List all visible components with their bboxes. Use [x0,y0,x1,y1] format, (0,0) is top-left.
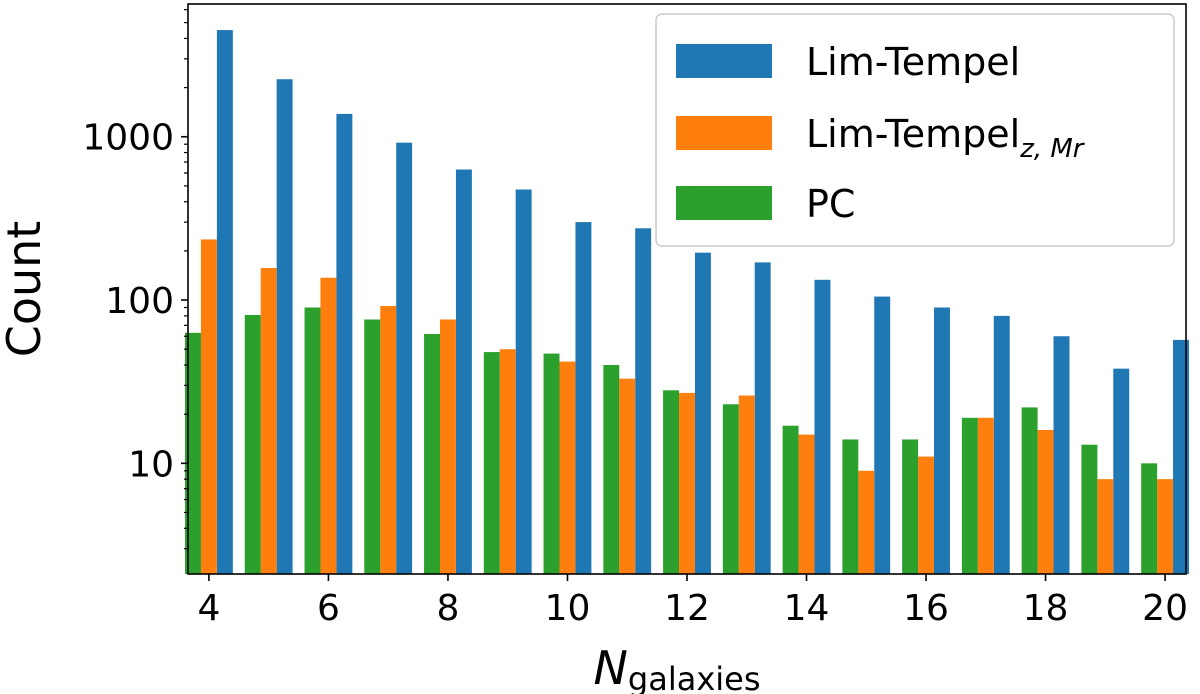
bar-lim-tempel-zmr-14 [798,434,815,574]
bar-lim-tempel-zmr-8 [439,319,456,574]
bar-pc-12 [663,390,680,574]
bar-lim-tempel-zmr-18 [1037,429,1054,574]
bar-lim-tempel-9 [515,189,532,574]
bar-pc-6 [304,307,321,574]
bar-pc-17 [961,417,978,574]
bar-lim-tempel-zmr-17 [977,417,994,574]
legend-label: Lim-Tempelz, Mr [806,112,1086,164]
bar-pc-18 [1021,407,1038,574]
bar-lim-tempel-zmr-10 [559,361,576,574]
bar-lim-tempel-zmr-16 [918,456,935,574]
bar-lim-tempel-zmr-5 [260,268,277,574]
bar-lim-tempel-zmr-7 [380,305,397,574]
legend-label: Lim-Tempel [806,40,1020,84]
bar-lim-tempel-13 [754,262,771,574]
bar-lim-tempel-15 [874,296,891,574]
y-axis-title: Count [0,221,51,358]
legend-label: PC [806,182,855,226]
bar-lim-tempel-7 [396,142,413,574]
bar-lim-tempel-18 [1053,336,1070,574]
bar-lim-tempel-12 [694,252,711,575]
bar-lim-tempel-5 [276,79,293,574]
bar-pc-14 [782,425,799,574]
bar-lim-tempel-16 [934,307,950,574]
bar-pc-16 [902,439,919,574]
bar-lim-tempel-11 [635,228,652,575]
bar-pc-13 [722,404,739,574]
x-tick-label: 12 [664,588,710,629]
bar-lim-tempel-4 [216,30,233,574]
bars-group [185,30,1189,575]
bar-pc-8 [424,333,440,574]
bar-lim-tempel-10 [575,222,592,574]
bar-lim-tempel-14 [814,279,831,574]
x-tick-label: 6 [317,588,340,629]
bar-pc-11 [603,365,620,574]
bar-pc-20 [1141,463,1158,574]
y-tick-label: 100 [105,281,174,322]
x-tick-label: 4 [197,588,220,629]
bar-lim-tempel-6 [336,113,353,575]
legend-swatch [676,186,772,220]
bar-pc-19 [1081,444,1098,574]
bar-lim-tempel-zmr-20 [1157,479,1174,574]
bar-lim-tempel-zmr-9 [499,349,516,574]
bar-lim-tempel-20 [1173,339,1189,574]
x-tick-label: 16 [903,588,949,629]
bar-pc-15 [842,439,859,574]
bar-pc-4 [185,332,201,574]
x-tick-label: 10 [545,588,591,629]
bar-lim-tempel-17 [993,315,1010,574]
bar-lim-tempel-zmr-12 [679,392,695,574]
bar-lim-tempel-zmr-6 [320,277,337,574]
x-tick-label: 18 [1023,588,1069,629]
bar-lim-tempel-zmr-13 [738,395,755,574]
bar-lim-tempel-19 [1113,368,1130,574]
bar-pc-5 [244,314,261,574]
legend: Lim-Tempel Lim-Tempelz, Mr PC [655,13,1175,247]
legend-swatch [676,44,772,78]
x-tick-label: 14 [784,588,830,629]
bar-lim-tempel-zmr-15 [858,470,875,574]
bar-pc-9 [483,352,500,574]
x-tick-label: 20 [1142,588,1188,629]
y-tick-label: 1000 [82,118,174,159]
x-tick-label: 8 [437,588,460,629]
legend-swatch [676,116,772,150]
y-tick-label: 10 [128,444,174,485]
bar-pc-10 [543,353,560,574]
legend-box [655,13,1175,247]
bar-pc-7 [364,319,381,574]
x-axis-title: Ngalaxies [593,641,760,694]
axes-group: 4 6 8 10 12 14 16 18 20 10 100 1000 Count Ngalaxies [0,3,1188,694]
bar-lim-tempel-8 [455,169,472,574]
bar-lim-tempel-zmr-4 [200,239,217,574]
bar-lim-tempel-zmr-19 [1097,479,1114,574]
bar-lim-tempel-zmr-11 [619,378,636,574]
